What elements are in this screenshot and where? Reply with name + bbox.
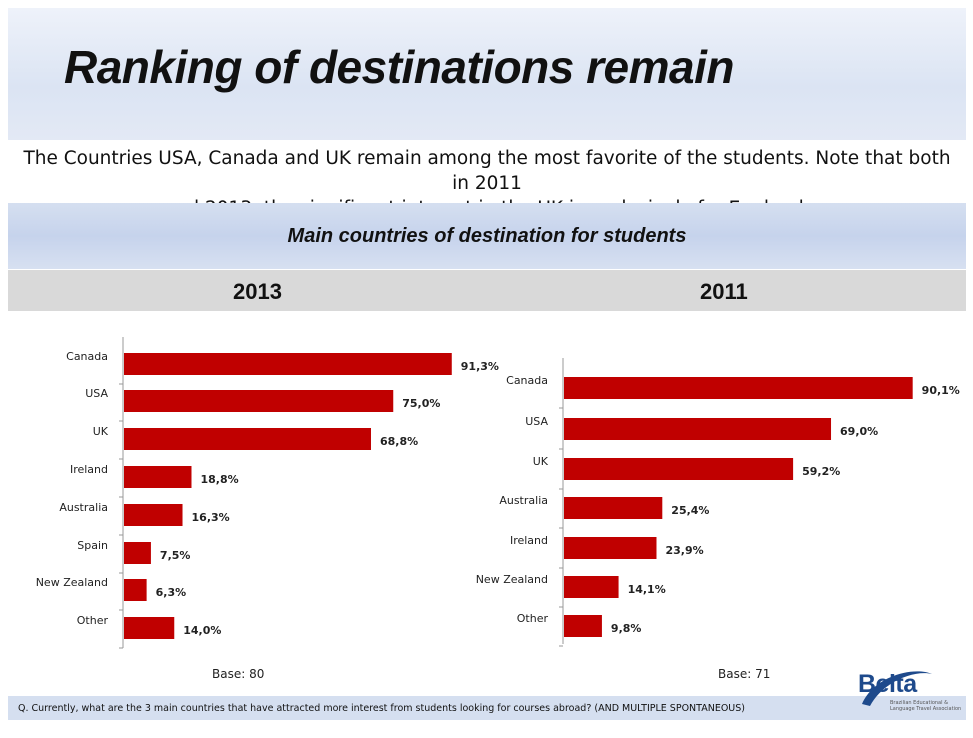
footer-band xyxy=(8,696,966,720)
intro-line-1: The Countries USA, Canada and UK remain … xyxy=(23,148,951,194)
value-label: 6,3% xyxy=(156,586,187,599)
value-label: 7,5% xyxy=(160,549,191,562)
value-label: 16,3% xyxy=(192,511,230,524)
bar-other xyxy=(564,615,602,637)
category-label: Australia xyxy=(59,501,108,514)
value-label: 14,1% xyxy=(628,583,666,596)
chart-title-2011: 2011 xyxy=(700,279,748,304)
survey-question: Q. Currently, what are the 3 main countr… xyxy=(18,703,745,714)
subtitle-band xyxy=(8,203,966,269)
chart-title-2013: 2013 xyxy=(233,279,282,304)
base-note-2013: Base: 80 xyxy=(212,667,265,681)
bar-canada xyxy=(124,353,452,375)
base-note-2011: Base: 71 xyxy=(718,667,771,681)
logo-wordmark: Belta xyxy=(858,670,917,698)
category-label: New Zealand xyxy=(476,573,548,586)
category-label: Other xyxy=(517,612,549,625)
category-label: UK xyxy=(533,455,549,468)
value-label: 90,1% xyxy=(922,384,960,397)
bar-uk xyxy=(124,428,371,450)
category-label: Australia xyxy=(499,494,548,507)
chart-subtitle: Main countries of destination for studen… xyxy=(287,225,687,247)
value-label: 68,8% xyxy=(380,435,418,448)
value-label: 9,8% xyxy=(611,622,642,635)
category-label: Other xyxy=(77,614,109,627)
bar-usa xyxy=(124,390,394,412)
bar-chart-2013: Canada 91,3% USA 75,0% UK 68,8% Ireland 18,8% Au… xyxy=(36,337,499,649)
value-label: 18,8% xyxy=(200,473,238,486)
bar-ireland xyxy=(564,537,657,559)
value-label: 69,0% xyxy=(840,425,878,438)
category-label: Ireland xyxy=(510,534,548,547)
bar-other xyxy=(124,617,175,639)
bar-canada xyxy=(564,377,913,399)
category-label: Canada xyxy=(66,350,108,363)
bar-new-zealand xyxy=(124,579,147,601)
page-title: Ranking of destinations remain xyxy=(64,41,735,93)
bar-chart-2011: Canada 90,1% USA 69,0% UK 59,2% Australia 25,4%… xyxy=(476,358,960,647)
category-label: USA xyxy=(525,415,548,428)
logo-tagline: Brazilian Educational & Language Travel … xyxy=(890,700,962,712)
category-label: UK xyxy=(93,425,109,438)
category-label: Canada xyxy=(506,374,548,387)
value-label: 23,9% xyxy=(665,544,703,557)
bar-new-zealand xyxy=(564,576,619,598)
category-label: USA xyxy=(85,387,108,400)
year-band xyxy=(8,270,966,311)
belta-logo-swoosh xyxy=(862,671,932,706)
category-label: Ireland xyxy=(70,463,108,476)
category-label: New Zealand xyxy=(36,576,108,589)
value-label: 25,4% xyxy=(671,504,709,517)
bar-ireland xyxy=(124,466,192,488)
title-band xyxy=(8,8,966,140)
bar-australia xyxy=(124,504,183,526)
bar-spain xyxy=(124,542,151,564)
value-label: 91,3% xyxy=(461,360,499,373)
value-label: 75,0% xyxy=(402,397,440,410)
value-label: 59,2% xyxy=(802,465,840,478)
bar-australia xyxy=(564,497,663,519)
bar-uk xyxy=(564,458,794,480)
value-label: 14,0% xyxy=(183,624,221,637)
bar-usa xyxy=(564,418,832,440)
category-label: Spain xyxy=(77,539,108,552)
